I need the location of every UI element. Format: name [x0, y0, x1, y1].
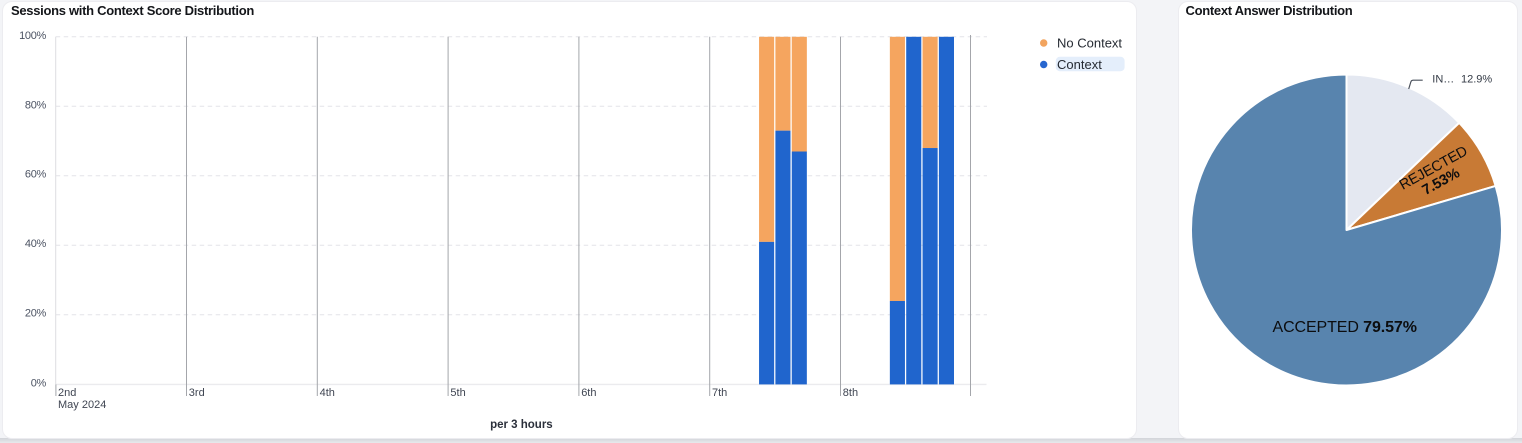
svg-text:IN…: IN… [1432, 74, 1454, 86]
svg-text:6th: 6th [581, 387, 596, 399]
svg-text:per 3 hours: per 3 hours [490, 419, 553, 431]
svg-text:80%: 80% [25, 99, 47, 111]
svg-text:60%: 60% [25, 169, 47, 181]
svg-text:2nd: 2nd [58, 387, 76, 399]
svg-text:5th: 5th [450, 387, 465, 399]
svg-text:12.9%: 12.9% [1461, 74, 1492, 86]
svg-text:4th: 4th [320, 387, 335, 399]
svg-text:0%: 0% [31, 377, 47, 389]
svg-text:ACCEPTED 79.57%: ACCEPTED 79.57% [1273, 319, 1417, 336]
svg-text:Context Answer Distribution: Context Answer Distribution [1186, 3, 1353, 18]
svg-text:40%: 40% [25, 238, 47, 250]
svg-text:Context: Context [1057, 57, 1102, 72]
svg-text:7th: 7th [712, 387, 727, 399]
svg-text:8th: 8th [843, 387, 858, 399]
svg-text:No Context: No Context [1057, 35, 1122, 50]
svg-text:3rd: 3rd [189, 387, 205, 399]
svg-text:20%: 20% [25, 308, 47, 320]
svg-text:May 2024: May 2024 [58, 399, 106, 411]
svg-text:Sessions with Context Score Di: Sessions with Context Score Distribution [11, 3, 254, 18]
svg-text:100%: 100% [19, 30, 46, 42]
